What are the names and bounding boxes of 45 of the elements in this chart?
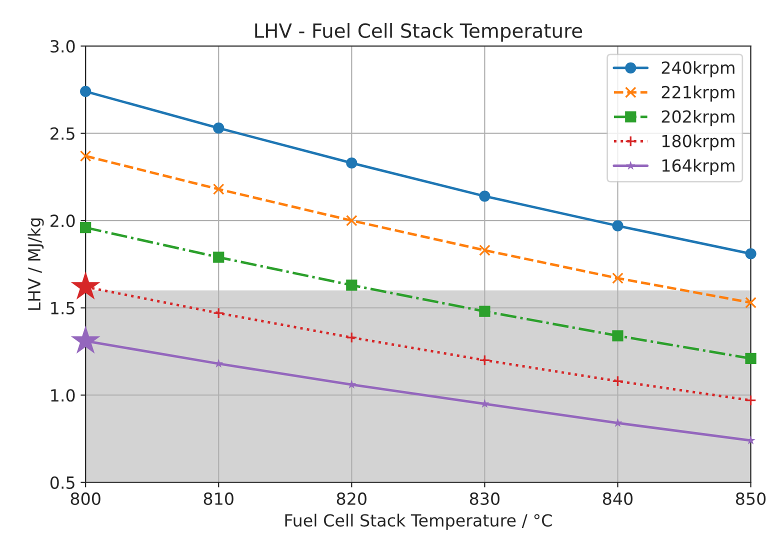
point [479,354,490,366]
point [745,394,756,406]
point [745,296,756,308]
x-tick-label: 840 [602,492,633,506]
x-tick-label: 830 [470,492,500,506]
legend-label: 164krpm [662,158,734,176]
point [80,150,92,162]
point [212,183,224,195]
point [346,280,358,291]
point [479,190,490,202]
y-tick-label: 2.5 [50,127,74,140]
x-tick-label: 800 [70,492,100,506]
legend-label: 180krpm [662,134,734,151]
y-tick-label: 1.5 [51,302,74,314]
point [346,332,358,344]
y-tick-label: 3.0 [50,40,75,53]
point [479,306,490,317]
point [80,222,92,234]
x-tick-label: 810 [204,492,234,506]
y-tick-label: 2.0 [50,214,75,228]
point [212,307,224,319]
chart-title: LHV - Fuel Cell Stack Temperature [255,22,582,42]
point [745,352,756,364]
y-axis-title: LHV / MJ/kg [28,218,44,310]
point [80,86,92,97]
x-axis-title: Fuel Cell Stack Temperature / °C [285,514,552,530]
point [612,375,624,387]
point [745,248,756,260]
x-tick-label: 850 [736,492,766,506]
point [346,157,358,169]
legend-label: 221krpm [662,86,734,102]
point [479,244,490,256]
point [213,252,224,263]
point [346,214,358,226]
legend-label: 240krpm [662,61,734,78]
point [612,220,624,232]
legend-label: 202krpm [662,110,734,126]
y-tick-label: 0.5 [50,476,74,489]
point [612,330,624,342]
point [213,122,224,134]
point [70,325,100,354]
point [612,272,624,284]
point [480,398,490,408]
y-tick-label: 1.0 [51,389,75,402]
x-tick-label: 820 [336,492,366,506]
